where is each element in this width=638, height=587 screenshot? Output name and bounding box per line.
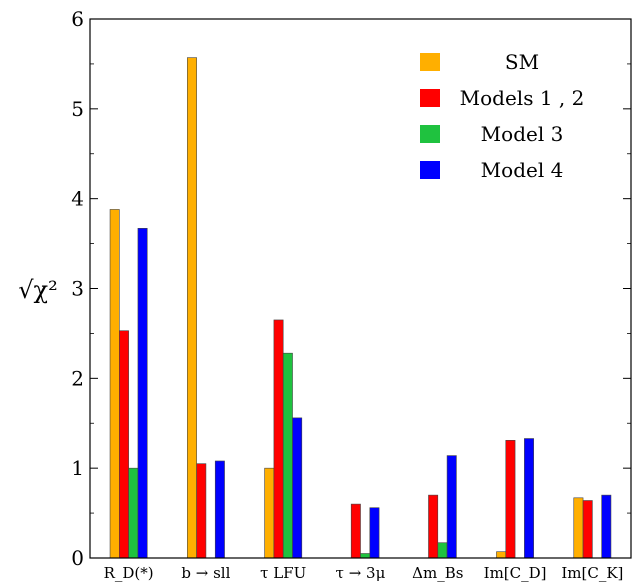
bar-4-1 [137,228,148,559]
bar-2-2 [196,463,207,559]
bar-2-5 [428,494,439,559]
bar-1-6 [496,551,507,559]
bar-4-3 [292,417,303,559]
bar-2-4 [350,503,361,559]
legend-swatch-3 [420,125,440,143]
x-category-label: τ → 3μ [336,564,386,582]
bar-2-3 [273,319,284,559]
bar-3-3 [282,352,293,559]
legend-label-4: Model 4 [481,158,564,182]
legend-swatch-2 [420,89,440,107]
y-ticks-group: 0 1 2 3 4 5 6 [71,7,631,570]
x-category-label: R_D(*) [104,564,154,582]
bar-2-1 [119,330,129,559]
legend-swatch-1 [420,53,440,71]
x-category-label: Im[C_D] [484,564,547,582]
bars-group [109,57,612,559]
bar-2-6 [505,440,516,559]
bar-4-6 [524,438,534,559]
y-tick-label: 5 [71,97,84,121]
x-category-label: Im[C_K] [561,564,623,582]
y-tick-label: 3 [71,277,84,301]
legend-swatch-4 [420,161,440,179]
bar-1-1 [109,209,120,559]
bar-3-1 [128,467,139,559]
y-tick-label: 6 [71,7,84,31]
y-tick-label: 1 [71,456,84,480]
y-tick-label: 2 [71,366,84,390]
legend-label-1: SM [505,50,539,74]
legend-label-2: Models 1 , 2 [460,86,585,110]
x-category-label: b → sll [181,564,230,582]
bar-1-3 [264,467,275,559]
bar-1-7 [573,497,584,559]
bar-4-7 [601,494,612,559]
y-tick-label: 0 [71,546,84,570]
bar-4-4 [369,507,380,559]
bar-1-2 [187,57,197,559]
bar-3-4 [360,553,371,559]
x-category-label: τ LFU [260,564,306,582]
bar-4-2 [214,460,225,559]
y-axis-label: √χ² [18,276,57,304]
bar-4-5 [446,455,457,559]
bar-3-5 [437,542,448,559]
legend-label-3: Model 3 [481,122,564,146]
bar-2-7 [582,500,593,559]
x-labels-group: R_D(*) b → sll τ LFU τ → 3μ Δm_Bs Im[C_D] Im[C… [104,564,624,582]
x-category-label: Δm_Bs [412,564,463,582]
y-tick-label: 4 [71,187,84,211]
legend: SM Models 1 , 2 Model 3 Model 4 [420,50,584,182]
